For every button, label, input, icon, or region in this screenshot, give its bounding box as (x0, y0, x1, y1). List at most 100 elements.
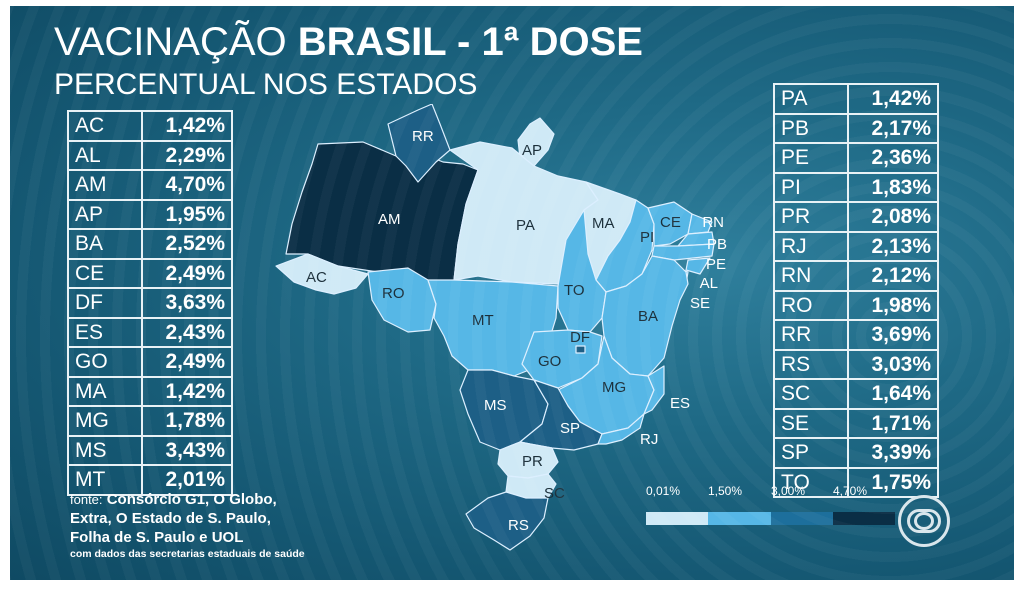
state-row: TO 1,75% (773, 466, 939, 498)
legend-tick-0: 0,01% (646, 484, 681, 498)
map-label-ma: MA (592, 215, 615, 232)
map-label-al: AL (700, 275, 718, 292)
legend-swatch-2 (708, 512, 771, 525)
state-code: MG (67, 405, 143, 437)
state-percent: 1,95% (141, 198, 233, 230)
state-row: BA 2,52% (67, 228, 233, 260)
state-code: AP (67, 198, 143, 230)
state-code: SE (773, 407, 849, 439)
map-label-ms: MS (484, 397, 507, 414)
legend-swatch-3 (771, 512, 833, 525)
state-percent: 2,29% (141, 139, 233, 171)
state-percent: 2,43% (141, 316, 233, 348)
state-row: MS 3,43% (67, 434, 233, 466)
state-code: RO (773, 289, 849, 321)
state-code: MA (67, 375, 143, 407)
state-percent: 2,49% (141, 346, 233, 378)
infographic-frame: VACINAÇÃO BRASIL - 1ª DOSE PERCENTUAL NO… (10, 6, 1014, 580)
map-label-ac: AC (306, 269, 327, 286)
globo-logo-icon (898, 495, 950, 547)
logo-center-shape (914, 512, 934, 530)
state-code: MT (67, 464, 143, 496)
map-label-pb: PB (707, 236, 727, 253)
source-line-2: Extra, O Estado de S. Paulo, (70, 510, 271, 527)
state-row: RS 3,03% (773, 348, 939, 380)
legend-swatch-4 (833, 512, 895, 525)
source-label: fonte: (70, 492, 103, 507)
state-code: BA (67, 228, 143, 260)
legend-tick-1: 1,50% (708, 484, 743, 498)
state-row: AP 1,95% (67, 198, 233, 230)
map-label-se: SE (690, 295, 710, 312)
state-row: RN 2,12% (773, 260, 939, 292)
state-row: GO 2,49% (67, 346, 233, 378)
map-label-pi: PI (640, 229, 654, 246)
legend-tick-3: 4,70% (833, 484, 868, 498)
map-label-mt: MT (472, 312, 494, 329)
state-row: CE 2,49% (67, 257, 233, 289)
state-ac (275, 253, 369, 295)
state-code: TO (773, 466, 849, 498)
state-code: PE (773, 142, 849, 174)
brazil-map: RR AP AM PA MA CE PI RN PB PE AL SE AC R… (275, 104, 727, 551)
state-percent: 2,01% (141, 464, 233, 496)
state-al (685, 257, 711, 275)
state-percent: 3,39% (847, 437, 939, 469)
state-row: SE 1,71% (773, 407, 939, 439)
state-row: RR 3,69% (773, 319, 939, 351)
state-code: RR (773, 319, 849, 351)
state-ce (647, 201, 693, 247)
state-row: RO 1,98% (773, 289, 939, 321)
state-percent: 1,83% (847, 171, 939, 203)
state-row: SC 1,64% (773, 378, 939, 410)
state-percent: 2,49% (141, 257, 233, 289)
state-code: PI (773, 171, 849, 203)
state-rs (465, 491, 549, 551)
state-percent: 1,78% (141, 405, 233, 437)
state-ro (367, 267, 437, 333)
state-row: PE 2,36% (773, 142, 939, 174)
map-label-es: ES (670, 395, 690, 412)
state-row: ES 2,43% (67, 316, 233, 348)
left-states-table: AC 1,42% AL 2,29% AM 4,70% AP 1,95% BA 2,52% CE 2,4… (67, 110, 233, 496)
state-percent: 1,64% (847, 378, 939, 410)
state-code: CE (67, 257, 143, 289)
state-percent: 1,42% (141, 375, 233, 407)
map-label-pe: PE (706, 256, 726, 273)
state-row: PR 2,08% (773, 201, 939, 233)
state-code: SP (773, 437, 849, 469)
map-label-ce: CE (660, 214, 681, 231)
map-label-am: AM (378, 211, 401, 228)
map-label-go: GO (538, 353, 561, 370)
state-pr (497, 441, 559, 479)
map-label-to: TO (564, 282, 585, 299)
state-row: SP 3,39% (773, 437, 939, 469)
state-percent: 2,08% (847, 201, 939, 233)
state-code: AC (67, 110, 143, 142)
state-code: PB (773, 112, 849, 144)
state-row: MG 1,78% (67, 405, 233, 437)
state-percent: 1,98% (847, 289, 939, 321)
state-code: ES (67, 316, 143, 348)
state-code: GO (67, 346, 143, 378)
map-label-df: DF (570, 329, 590, 346)
state-code: RN (773, 260, 849, 292)
legend-tick-2: 3,00% (771, 484, 806, 498)
state-percent: 2,36% (847, 142, 939, 174)
map-label-ba: BA (638, 308, 658, 325)
state-row: PA 1,42% (773, 83, 939, 115)
state-code: RJ (773, 230, 849, 262)
state-row: PI 1,83% (773, 171, 939, 203)
state-code: RS (773, 348, 849, 380)
source-note: com dados das secretarias estaduais de s… (70, 548, 305, 560)
state-code: AL (67, 139, 143, 171)
state-row: MT 2,01% (67, 464, 233, 496)
state-rr (387, 104, 451, 183)
state-row: AM 4,70% (67, 169, 233, 201)
state-code: AM (67, 169, 143, 201)
state-code: SC (773, 378, 849, 410)
state-percent: 3,63% (141, 287, 233, 319)
map-label-ro: RO (382, 285, 405, 302)
state-percent: 2,17% (847, 112, 939, 144)
state-percent: 2,52% (141, 228, 233, 260)
